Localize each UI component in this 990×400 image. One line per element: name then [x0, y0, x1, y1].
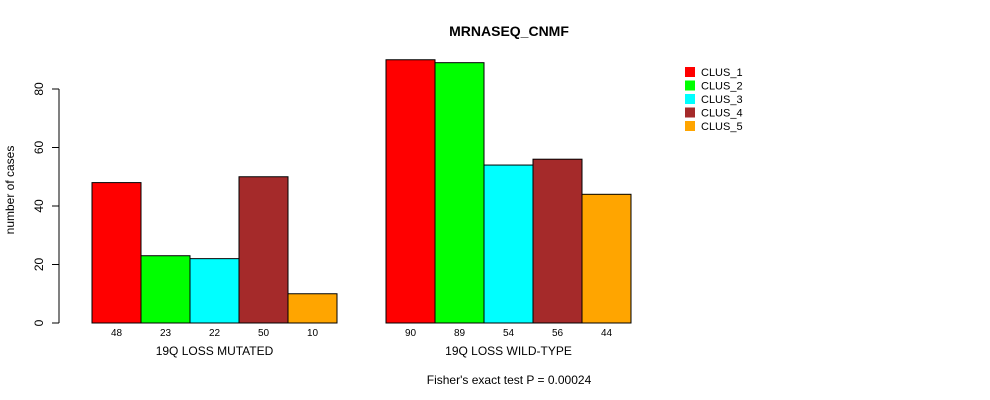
legend-swatch: [685, 107, 695, 118]
bar-count-label: 90: [405, 328, 417, 339]
bar-clus_3: [483, 164, 534, 324]
legend-swatch: [685, 80, 695, 91]
y-tick-label: 0: [32, 319, 46, 326]
y-axis-label: number of cases: [3, 146, 17, 235]
y-tick-label: 80: [32, 82, 46, 96]
bar-count-label: 22: [209, 328, 221, 339]
bar-count-label: 48: [111, 328, 123, 339]
bar-count-label: 10: [307, 328, 319, 339]
bar-count-label: 50: [258, 328, 270, 339]
bar-clus_5: [581, 193, 632, 324]
legend-label: CLUS_5: [701, 121, 743, 133]
bar-count-label: 56: [552, 328, 564, 339]
chart-title: MRNASEQ_CNMF: [449, 23, 569, 39]
y-axis: 0 20 40 60 80: [32, 82, 60, 326]
bar-clus_1: [385, 59, 436, 324]
legend-label: CLUS_4: [701, 108, 743, 120]
bar-count-label: 54: [503, 328, 515, 339]
annotation-fisher-test: Fisher's exact test P = 0.00024: [427, 373, 592, 387]
bar-count-label: 89: [454, 328, 466, 339]
group-label: 19Q LOSS WILD-TYPE: [445, 344, 572, 358]
group-label: 19Q LOSS MUTATED: [156, 344, 274, 358]
bars: 48 23 22 50 10 19Q LOSS MUTATED 90 89 54 56 44 19Q …: [91, 59, 632, 358]
bar-clus_4: [238, 176, 289, 324]
legend-swatch: [685, 94, 695, 104]
y-tick-label: 20: [32, 258, 46, 272]
bar-clus_5: [287, 293, 338, 324]
bar-clus_3: [189, 258, 240, 324]
y-tick-label: 60: [32, 141, 46, 155]
bar-count-label: 44: [601, 328, 613, 339]
bar-count-label: 23: [160, 328, 172, 339]
y-tick-label: 40: [32, 199, 46, 213]
legend-label: CLUS_3: [701, 94, 743, 106]
legend-label: CLUS_1: [701, 67, 743, 79]
bar-clus_2: [434, 62, 485, 324]
legend-label: CLUS_2: [701, 81, 743, 93]
bar-clus_2: [140, 255, 191, 324]
legend-swatch: [685, 67, 695, 77]
legend-swatch: [685, 121, 695, 131]
bar-clus_4: [532, 158, 583, 324]
bar-clus_1: [91, 182, 142, 324]
